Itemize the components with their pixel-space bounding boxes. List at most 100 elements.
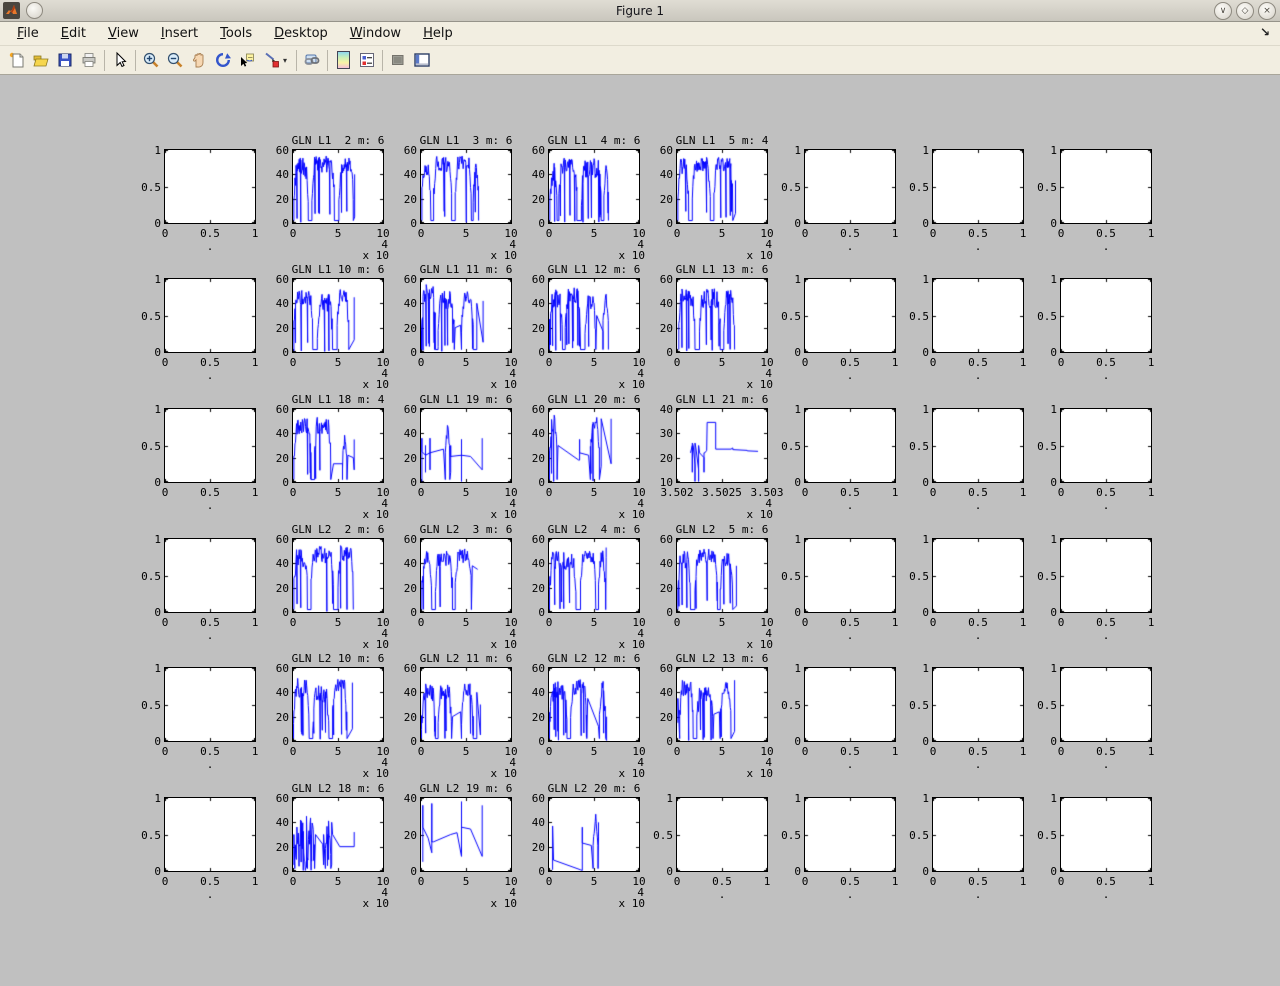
plot-canvas[interactable] bbox=[933, 409, 1023, 482]
plot-canvas[interactable] bbox=[293, 279, 383, 352]
data-cursor-button[interactable] bbox=[235, 48, 259, 72]
plot-canvas[interactable] bbox=[549, 150, 639, 223]
plot-area[interactable] bbox=[932, 538, 1024, 613]
plot-area[interactable] bbox=[420, 278, 512, 353]
plot-canvas[interactable] bbox=[677, 539, 767, 612]
plot-canvas[interactable] bbox=[293, 668, 383, 741]
plot-area[interactable] bbox=[932, 408, 1024, 483]
plot-canvas[interactable] bbox=[165, 279, 255, 352]
window-menu-button[interactable] bbox=[26, 2, 43, 19]
plot-area[interactable] bbox=[420, 797, 512, 872]
plot-canvas[interactable] bbox=[421, 798, 511, 871]
zoom-out-button[interactable] bbox=[163, 48, 187, 72]
plot-area[interactable] bbox=[1060, 797, 1152, 872]
plot-canvas[interactable] bbox=[677, 798, 767, 871]
plot-canvas[interactable] bbox=[549, 668, 639, 741]
plot-area[interactable] bbox=[548, 538, 640, 613]
plot-area[interactable] bbox=[548, 408, 640, 483]
plot-area[interactable] bbox=[1060, 408, 1152, 483]
plot-area[interactable] bbox=[548, 278, 640, 353]
plot-canvas[interactable] bbox=[421, 409, 511, 482]
plot-area[interactable] bbox=[676, 278, 768, 353]
plot-area[interactable] bbox=[676, 408, 768, 483]
plot-area[interactable] bbox=[676, 149, 768, 224]
plot-area[interactable] bbox=[292, 797, 384, 872]
link-plot-button[interactable] bbox=[300, 48, 324, 72]
plot-area[interactable] bbox=[804, 667, 896, 742]
open-file-button[interactable] bbox=[29, 48, 53, 72]
plot-canvas[interactable] bbox=[933, 668, 1023, 741]
hide-plot-tools-button[interactable] bbox=[386, 48, 410, 72]
menu-item-edit[interactable]: Edit bbox=[60, 25, 86, 41]
menu-item-insert[interactable]: Insert bbox=[160, 25, 199, 41]
new-figure-button[interactable] bbox=[5, 48, 29, 72]
plot-canvas[interactable] bbox=[165, 798, 255, 871]
plot-area[interactable] bbox=[164, 149, 256, 224]
menu-item-help[interactable]: Help bbox=[423, 25, 453, 41]
plot-canvas[interactable] bbox=[165, 409, 255, 482]
plot-canvas[interactable] bbox=[1061, 279, 1151, 352]
insert-colorbar-button[interactable] bbox=[331, 48, 355, 72]
plot-canvas[interactable] bbox=[805, 798, 895, 871]
plot-area[interactable] bbox=[420, 538, 512, 613]
plot-canvas[interactable] bbox=[677, 409, 767, 482]
plot-canvas[interactable] bbox=[805, 539, 895, 612]
plot-canvas[interactable] bbox=[165, 150, 255, 223]
plot-area[interactable] bbox=[676, 538, 768, 613]
brush-data-button[interactable] bbox=[259, 48, 283, 72]
print-figure-button[interactable] bbox=[77, 48, 101, 72]
plot-canvas[interactable] bbox=[549, 279, 639, 352]
plot-canvas[interactable] bbox=[421, 279, 511, 352]
plot-area[interactable] bbox=[420, 149, 512, 224]
plot-area[interactable] bbox=[932, 797, 1024, 872]
plot-canvas[interactable] bbox=[677, 150, 767, 223]
plot-canvas[interactable] bbox=[293, 150, 383, 223]
plot-area[interactable] bbox=[164, 408, 256, 483]
brush-dropdown-caret[interactable]: ▾ bbox=[283, 55, 288, 65]
plot-area[interactable] bbox=[932, 278, 1024, 353]
minimize-button[interactable]: ∨ bbox=[1214, 2, 1232, 20]
plot-area[interactable] bbox=[1060, 538, 1152, 613]
plot-area[interactable] bbox=[292, 149, 384, 224]
plot-canvas[interactable] bbox=[165, 668, 255, 741]
plot-area[interactable] bbox=[548, 667, 640, 742]
insert-legend-button[interactable] bbox=[355, 48, 379, 72]
plot-canvas[interactable] bbox=[933, 798, 1023, 871]
plot-area[interactable] bbox=[1060, 667, 1152, 742]
plot-canvas[interactable] bbox=[293, 539, 383, 612]
plot-area[interactable] bbox=[164, 278, 256, 353]
plot-area[interactable] bbox=[804, 797, 896, 872]
plot-canvas[interactable] bbox=[805, 279, 895, 352]
zoom-in-button[interactable] bbox=[139, 48, 163, 72]
plot-area[interactable] bbox=[292, 667, 384, 742]
menu-item-desktop[interactable]: Desktop bbox=[274, 25, 328, 41]
plot-area[interactable] bbox=[1060, 278, 1152, 353]
plot-area[interactable] bbox=[676, 667, 768, 742]
plot-canvas[interactable] bbox=[165, 539, 255, 612]
plot-canvas[interactable] bbox=[549, 409, 639, 482]
plot-canvas[interactable] bbox=[549, 539, 639, 612]
plot-canvas[interactable] bbox=[933, 279, 1023, 352]
plot-area[interactable] bbox=[804, 408, 896, 483]
plot-canvas[interactable] bbox=[421, 150, 511, 223]
edit-plot-button[interactable] bbox=[108, 48, 132, 72]
plot-canvas[interactable] bbox=[1061, 409, 1151, 482]
plot-area[interactable] bbox=[548, 797, 640, 872]
plot-canvas[interactable] bbox=[805, 150, 895, 223]
plot-area[interactable] bbox=[1060, 149, 1152, 224]
plot-area[interactable] bbox=[164, 538, 256, 613]
plot-area[interactable] bbox=[164, 667, 256, 742]
plot-canvas[interactable] bbox=[677, 668, 767, 741]
menu-item-view[interactable]: View bbox=[107, 25, 139, 41]
plot-area[interactable] bbox=[292, 408, 384, 483]
plot-area[interactable] bbox=[164, 797, 256, 872]
menu-item-file[interactable]: File bbox=[17, 25, 39, 41]
close-button[interactable]: × bbox=[1258, 2, 1276, 20]
rotate-3d-button[interactable] bbox=[211, 48, 235, 72]
plot-area[interactable] bbox=[804, 538, 896, 613]
plot-canvas[interactable] bbox=[933, 539, 1023, 612]
plot-area[interactable] bbox=[548, 149, 640, 224]
plot-canvas[interactable] bbox=[421, 539, 511, 612]
plot-canvas[interactable] bbox=[1061, 150, 1151, 223]
plot-canvas[interactable] bbox=[805, 668, 895, 741]
